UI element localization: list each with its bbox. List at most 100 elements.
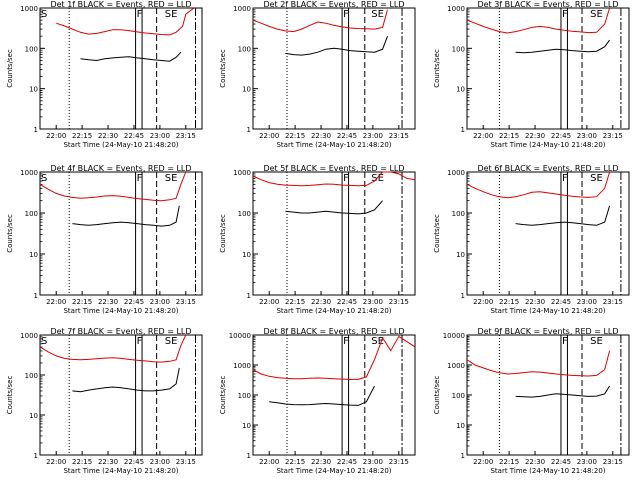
y-tick-label: 10 (29, 251, 38, 259)
marker-label-s: S (41, 9, 47, 20)
y-tick-label: 1000 (233, 362, 251, 370)
x-tick-label: 22:00 (259, 298, 279, 306)
x-tick-label: 22:15 (285, 132, 305, 140)
marker-label-f: F (562, 336, 568, 347)
x-axis-label: Start Time (24-May-10 21:48:20) (63, 307, 178, 315)
y-tick-label: 1000 (233, 169, 251, 177)
x-tick-label: 23:15 (603, 458, 623, 466)
marker-label-s: S (41, 173, 47, 184)
y-axis-label: Counts/sec (6, 376, 14, 415)
y-axis-label: Counts/sec (6, 49, 14, 88)
x-tick-label: 22:30 (525, 132, 545, 140)
y-tick-label: 10000 (443, 332, 465, 340)
x-tick-label: 22:15 (285, 458, 305, 466)
x-tick-label: 22:45 (337, 458, 357, 466)
y-axis-label: Counts/sec (6, 214, 14, 253)
lld-series-line (252, 171, 416, 187)
lld-series-line (466, 7, 611, 34)
x-tick-label: 22:45 (124, 458, 144, 466)
x-axis-label: Start Time (24-May-10 21:48:20) (276, 141, 391, 149)
marker-label-se: SE (371, 9, 384, 20)
x-tick-label: 22:30 (311, 458, 331, 466)
x-tick-label: 22:45 (551, 132, 571, 140)
y-tick-label: 1 (34, 452, 38, 460)
chart-panel-2: Det 2f BLACK = Events, RED = LLD 1 10 100 10… (219, 0, 416, 149)
plot-frame (466, 7, 630, 130)
x-tick-label: 22:15 (72, 132, 92, 140)
x-tick-label: 22:15 (285, 298, 305, 306)
events-series-line (515, 39, 611, 54)
x-tick-label: 22:45 (124, 298, 144, 306)
chart-title: Det 4f BLACK = Events, RED = LLD (50, 164, 191, 173)
marker-label-f: F (137, 336, 143, 347)
marker-label-f: F (343, 336, 349, 347)
y-tick-label: 10 (242, 251, 251, 259)
x-tick-label: 23:15 (389, 132, 409, 140)
chart-title: Det 1f BLACK = Events, RED = LLD (50, 0, 191, 9)
y-axis-label: Counts/sec (433, 214, 441, 253)
y-tick-label: 1000 (20, 5, 38, 13)
x-tick-label: 23:00 (577, 458, 597, 466)
y-tick-label: 100 (452, 210, 465, 218)
x-tick-label: 22:00 (46, 458, 66, 466)
x-tick-label: 22:15 (499, 458, 519, 466)
chart-panel-1: Det 1f BLACK = Events, RED = LLD 1 10 100 10… (6, 0, 203, 149)
chart-panel-8: Det 8f BLACK = Events, RED = LLD 1 10 100 10… (219, 327, 416, 475)
x-tick-label: 22:45 (337, 298, 357, 306)
y-tick-label: 10 (456, 251, 465, 259)
marker-label-s: S (41, 336, 47, 347)
y-tick-label: 100 (238, 210, 251, 218)
x-tick-label: 22:45 (551, 458, 571, 466)
chart-title: Det 9f BLACK = Events, RED = LLD (477, 327, 618, 336)
y-tick-label: 10 (456, 86, 465, 94)
y-tick-label: 100 (25, 210, 38, 218)
y-tick-label: 1000 (20, 169, 38, 177)
x-axis-label: Start Time (24-May-10 21:48:20) (490, 141, 605, 149)
events-series-line (515, 205, 611, 226)
plot-frame (252, 334, 416, 456)
y-tick-label: 10000 (229, 332, 251, 340)
x-tick-label: 22:00 (473, 458, 493, 466)
chart-panel-4: Det 4f BLACK = Events, RED = LLD 1 10 100 10… (6, 164, 203, 315)
x-tick-label: 22:00 (46, 298, 66, 306)
y-tick-label: 10 (242, 86, 251, 94)
y-axis-label: Counts/sec (219, 49, 227, 88)
marker-label-f: F (343, 173, 349, 184)
events-series-line (515, 385, 611, 398)
y-tick-label: 1000 (233, 5, 251, 13)
lld-series-line (252, 9, 388, 33)
chart-panel-5: Det 5f BLACK = Events, RED = LLD 1 10 100 10… (219, 164, 416, 315)
x-tick-label: 23:00 (363, 458, 383, 466)
x-tick-label: 22:15 (499, 132, 519, 140)
y-tick-label: 100 (25, 372, 38, 380)
plot-frame (252, 171, 416, 296)
x-tick-label: 22:30 (311, 298, 331, 306)
lld-series-line (466, 350, 611, 377)
marker-label-f: F (562, 173, 568, 184)
marker-label-f: F (137, 9, 143, 20)
y-axis-label: Counts/sec (433, 49, 441, 88)
lld-series-line (252, 335, 416, 380)
x-axis-label: Start Time (24-May-10 21:48:20) (63, 467, 178, 475)
x-tick-label: 22:30 (98, 298, 118, 306)
x-tick-label: 22:15 (72, 298, 92, 306)
chart-title: Det 2f BLACK = Events, RED = LLD (263, 0, 404, 9)
marker-label-se: SE (165, 9, 178, 20)
y-tick-label: 10 (29, 412, 38, 420)
y-tick-label: 1000 (20, 332, 38, 340)
y-tick-label: 1000 (447, 362, 465, 370)
chart-panel-3: Det 3f BLACK = Events, RED = LLD 1 10 100 10… (433, 0, 630, 149)
plot-frame (252, 7, 416, 130)
chart-title: Det 8f BLACK = Events, RED = LLD (263, 327, 404, 336)
x-tick-label: 23:00 (150, 458, 170, 466)
chart-title: Det 6f BLACK = Events, RED = LLD (477, 164, 618, 173)
events-series-line (80, 51, 182, 62)
y-tick-label: 100 (25, 45, 38, 53)
marker-label-se: SE (590, 9, 603, 20)
y-tick-label: 100 (452, 392, 465, 400)
x-tick-label: 23:00 (363, 132, 383, 140)
y-tick-label: 100 (452, 45, 465, 53)
x-tick-label: 23:15 (176, 132, 196, 140)
plot-frame (39, 7, 203, 130)
